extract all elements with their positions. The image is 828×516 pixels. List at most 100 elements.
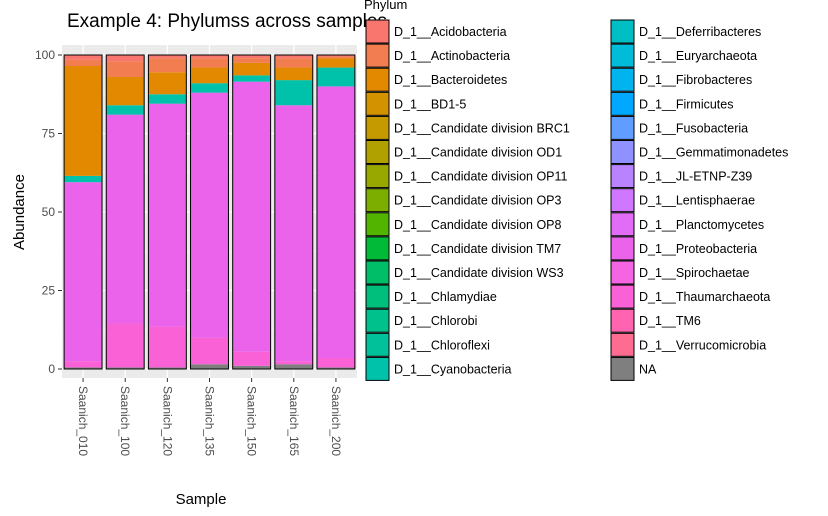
bar-segment: [190, 83, 229, 93]
bar-segment: [106, 76, 145, 106]
bar-segment: [232, 75, 271, 82]
legend-label: D_1__Euryarchaeota: [639, 49, 757, 63]
bar-segment: [232, 58, 271, 63]
x-tick-label: Saanich_135: [203, 386, 217, 456]
bar-segment: [106, 114, 145, 324]
legend-key: [610, 236, 635, 261]
x-tick-label: Saanich_010: [76, 386, 90, 456]
legend-key: [365, 212, 390, 237]
legend-label: D_1__Lentisphaerae: [639, 194, 755, 208]
legend-label: D_1__Candidate division OD1: [394, 146, 562, 160]
legend-key: [610, 356, 635, 381]
legend-key: [610, 284, 635, 309]
bar-outline: [190, 54, 229, 370]
bar-segment: [106, 367, 145, 369]
bar-segment: [64, 55, 103, 60]
legend-label: D_1__Proteobacteria: [639, 242, 757, 256]
legend-label: D_1__Candidate division OP11: [394, 170, 568, 184]
bar-segment: [148, 72, 187, 95]
bar-outline: [316, 54, 356, 370]
x-tick-label: Saanich_120: [160, 386, 174, 456]
legend-label: D_1__Chlorobi: [394, 314, 477, 328]
bar-segment: [232, 365, 271, 369]
bar-segment: [274, 361, 313, 365]
bar-outline: [147, 54, 187, 370]
bar-segment: [190, 337, 229, 365]
legend-label: D_1__Deferribacteres: [639, 25, 761, 39]
bar-segment: [64, 361, 103, 368]
legend-label: D_1__Fusobacteria: [639, 121, 748, 135]
legend-label: D_1__Bacteroidetes: [394, 73, 507, 87]
bar-segment: [148, 94, 187, 104]
bar-segment: [148, 55, 187, 59]
legend-key: [610, 332, 635, 357]
legend-key: [365, 332, 390, 357]
legend-label: D_1__Planctomycetes: [639, 218, 764, 232]
legend-label: D_1__Chlamydiae: [394, 290, 497, 304]
legend-key: [610, 43, 635, 68]
legend-key: [365, 284, 390, 309]
legend-title: Phylum: [364, 0, 407, 12]
legend-label: D_1__Candidate division BRC1: [394, 121, 570, 135]
x-axis-label: Sample: [176, 491, 227, 508]
legend-label: D_1__Verrucomicrobia: [639, 338, 766, 352]
y-tick-label: 50: [42, 205, 56, 219]
y-tick-label: 75: [42, 127, 56, 141]
legend-label: D_1__Chloroflexi: [394, 338, 490, 352]
y-tick-label: 0: [48, 362, 55, 376]
bar-segment: [190, 55, 229, 59]
legend-key: [365, 43, 390, 68]
bar-segment: [64, 175, 103, 183]
bar-outline: [63, 54, 103, 370]
bar-segment: [232, 62, 271, 76]
bar-segment: [316, 86, 355, 359]
bar-segment: [274, 55, 313, 59]
bar-outline: [232, 54, 272, 370]
bar-segment: [274, 105, 313, 362]
legend-key: [365, 188, 390, 213]
bar-segment: [232, 55, 271, 59]
y-tick-label: 100: [35, 48, 55, 62]
legend-label: D_1__Fibrobacteres: [639, 73, 752, 87]
bar-segment: [106, 61, 145, 77]
bar-segment: [148, 58, 187, 73]
bar-segment: [274, 80, 313, 106]
chart-title: Example 4: Phylumss across samples: [67, 11, 387, 32]
x-axis: Saanich_010 Saanich_100 Saanich_120 Saanich…: [76, 378, 343, 456]
legend-key: [365, 236, 390, 261]
legend-label: NA: [639, 362, 657, 376]
bar-segment: [274, 67, 313, 81]
bar-segment: [64, 182, 103, 362]
bar-segment: [232, 351, 271, 366]
legend-key: [365, 115, 390, 140]
bar-segment: [148, 103, 187, 327]
bar-segment: [106, 105, 145, 115]
bar-segment: [106, 55, 145, 62]
bar-segment: [316, 55, 355, 57]
bar-segment: [148, 326, 187, 368]
y-tick-label: 25: [42, 284, 56, 298]
bar-segment: [190, 364, 229, 369]
legend-key: [610, 140, 635, 164]
legend-key: [610, 164, 635, 189]
legend-label: D_1__Actinobacteria: [394, 49, 510, 63]
legend-label: D_1__Gemmatimonadetes: [639, 146, 788, 160]
legend-key: [365, 67, 390, 92]
legend-key: [610, 67, 635, 92]
legend-label: D_1__Acidobacteria: [394, 25, 507, 39]
bar-segment: [316, 67, 355, 87]
bar-segment: [190, 67, 229, 84]
bar-segment: [274, 58, 313, 68]
bar-segment: [274, 364, 313, 369]
legend-key: [365, 91, 390, 116]
legend-label: D_1__Spirochaetae: [639, 266, 750, 280]
bar-segment: [316, 58, 355, 68]
bar-segment: [190, 92, 229, 338]
legend-label: D_1__Thaumarchaeota: [639, 290, 770, 304]
bar-segment: [190, 58, 229, 68]
bar-segment: [316, 367, 355, 369]
legend-key: [365, 140, 390, 164]
legend-key: [365, 19, 390, 44]
legend-key: [365, 164, 390, 189]
